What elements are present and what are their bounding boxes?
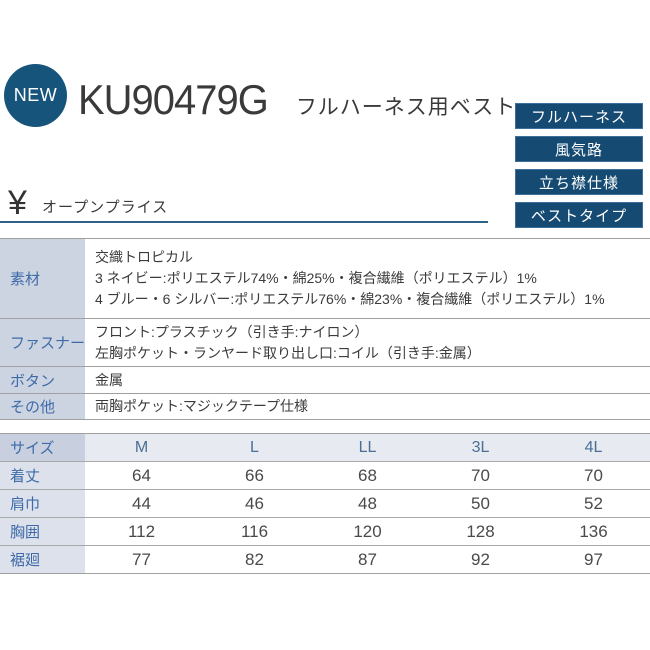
size-value: 92 [424, 546, 537, 573]
new-badge: NEW [4, 64, 67, 127]
new-badge-label: NEW [13, 85, 58, 105]
spec-line: 4 ブルー・6 シルバー:ポリエステル76%・綿23%・複合繊維（ポリエステル）… [95, 291, 605, 307]
size-table-header-row: サイズ M L LL 3L 4L [0, 433, 650, 461]
feature-tag-vest-type: ベストタイプ [515, 202, 643, 228]
spec-content-fastener: フロント:プラスチック（引き手:ナイロン） 左胸ポケット・ランヤード取り出し口:… [85, 319, 650, 366]
size-value: 48 [311, 490, 424, 517]
title-row: KU90479G フルハーネス用ベスト [78, 76, 516, 124]
spec-row-fastener: ファスナー フロント:プラスチック（引き手:ナイロン） 左胸ポケット・ランヤード… [0, 318, 650, 366]
product-code: KU90479G [78, 76, 269, 123]
size-column-3l: 3L [424, 434, 537, 461]
size-column-4l: 4L [537, 434, 650, 461]
spec-content-button: 金属 [85, 367, 650, 393]
spec-line: 交織トロピカル [95, 249, 193, 265]
product-name: フルハーネス用ベスト [295, 96, 517, 119]
yen-symbol: ¥ [8, 184, 27, 222]
feature-tag-air-path: 風気路 [515, 136, 643, 162]
size-row-chest: 胸囲 112 116 120 128 136 [0, 517, 650, 545]
size-column-ll: LL [311, 434, 424, 461]
spec-line: 3 ネイビー:ポリエステル74%・綿25%・複合繊維（ポリエステル）1% [95, 270, 537, 286]
size-value: 68 [311, 462, 424, 489]
spec-label-button: ボタン [0, 367, 85, 393]
size-row-label: 裾廻 [0, 546, 85, 573]
spec-row-material: 素材 交織トロピカル 3 ネイビー:ポリエステル74%・綿25%・複合繊維（ポリ… [0, 238, 650, 318]
spec-content-material: 交織トロピカル 3 ネイビー:ポリエステル74%・綿25%・複合繊維（ポリエステ… [85, 239, 650, 318]
size-value: 120 [311, 518, 424, 545]
size-value: 112 [85, 518, 198, 545]
spec-label-other: その他 [0, 394, 85, 419]
spec-line: 金属 [95, 371, 123, 388]
price-label: オープンプライス [42, 199, 169, 216]
size-value: 128 [424, 518, 537, 545]
spec-line: 両胸ポケット:マジックテープ仕様 [95, 398, 309, 414]
spec-label-material: 素材 [0, 239, 85, 318]
size-table: サイズ M L LL 3L 4L 着丈 64 66 68 70 70 肩巾 44… [0, 433, 650, 574]
spec-table: 素材 交織トロピカル 3 ネイビー:ポリエステル74%・綿25%・複合繊維（ポリ… [0, 238, 650, 420]
size-value: 66 [198, 462, 311, 489]
feature-tag-full-harness: フルハーネス [515, 103, 643, 129]
size-row-shoulder-width: 肩巾 44 46 48 50 52 [0, 489, 650, 517]
size-value: 87 [311, 546, 424, 573]
price-underline [0, 221, 488, 223]
size-value: 77 [85, 546, 198, 573]
feature-tag-list: フルハーネス 風気路 立ち襟仕様 ベストタイプ [515, 103, 643, 228]
size-row-label: 肩巾 [0, 490, 85, 517]
size-value: 136 [537, 518, 650, 545]
size-column-l: L [198, 434, 311, 461]
size-row-label: 着丈 [0, 462, 85, 489]
size-value: 64 [85, 462, 198, 489]
size-row-hem: 裾廻 77 82 87 92 97 [0, 545, 650, 573]
size-header-label: サイズ [0, 434, 85, 461]
size-value: 50 [424, 490, 537, 517]
size-row-body-length: 着丈 64 66 68 70 70 [0, 461, 650, 489]
spec-row-other: その他 両胸ポケット:マジックテープ仕様 [0, 393, 650, 419]
feature-tag-stand-collar: 立ち襟仕様 [515, 169, 643, 195]
size-value: 52 [537, 490, 650, 517]
size-column-m: M [85, 434, 198, 461]
size-value: 70 [424, 462, 537, 489]
size-value: 44 [85, 490, 198, 517]
spec-row-button: ボタン 金属 [0, 366, 650, 393]
size-value: 70 [537, 462, 650, 489]
size-row-label: 胸囲 [0, 518, 85, 545]
spec-line: フロント:プラスチック（引き手:ナイロン） [95, 323, 369, 340]
spec-label-fastener: ファスナー [0, 319, 85, 366]
size-value: 116 [198, 518, 311, 545]
size-value: 82 [198, 546, 311, 573]
size-value: 97 [537, 546, 650, 573]
spec-content-other: 両胸ポケット:マジックテープ仕様 [85, 394, 650, 419]
spec-line: 左胸ポケット・ランヤード取り出し口:コイル（引き手:金属） [95, 344, 481, 361]
size-value: 46 [198, 490, 311, 517]
